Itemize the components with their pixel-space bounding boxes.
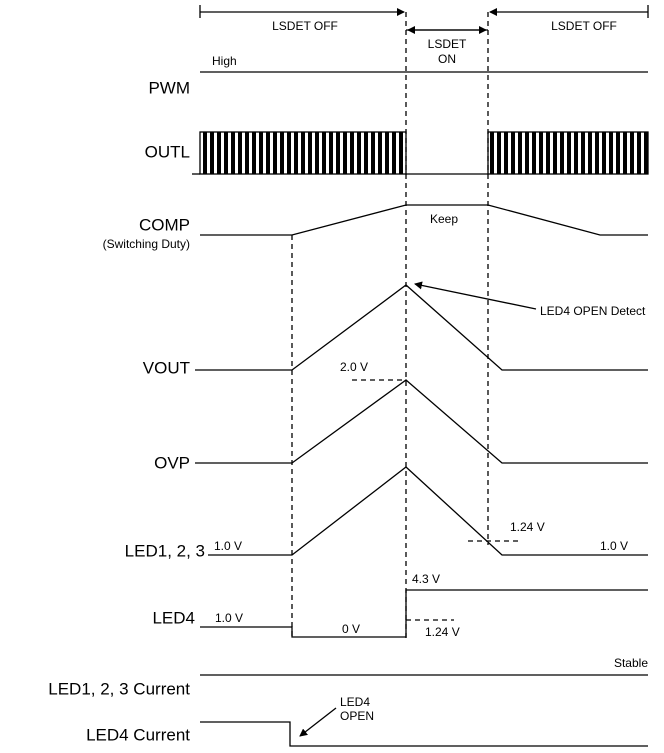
annotation: 4.3 V	[412, 572, 440, 586]
phase-label: LSDET	[428, 37, 467, 51]
led123-wave	[208, 466, 648, 556]
ovp-wave	[195, 379, 648, 464]
annotation: 1.24 V	[425, 625, 460, 639]
signal-label: PWM	[148, 78, 190, 97]
annotation-arrow	[414, 281, 537, 310]
signal-label: VOUT	[143, 358, 190, 377]
phase-label: ON	[438, 52, 456, 66]
annotation: LED4	[340, 695, 370, 709]
phase-label: LSDET OFF	[551, 19, 617, 33]
outl-switching	[199, 131, 407, 175]
signal-label: LED4 Current	[86, 725, 190, 744]
signal-label: OVP	[154, 453, 190, 472]
signal-label: COMP	[139, 215, 190, 234]
phase-markers: LSDET OFF LSDET ON LSDET OFF	[199, 5, 649, 66]
annotation: Stable	[614, 656, 648, 670]
signal-sublabel: (Switching Duty)	[103, 237, 190, 251]
annotation: OPEN	[340, 709, 374, 723]
annotation: 0 V	[342, 622, 360, 636]
phase-label: LSDET OFF	[272, 19, 338, 33]
annotation: High	[212, 54, 237, 68]
annotation: 2.0 V	[340, 360, 368, 374]
led4-current-wave	[200, 721, 648, 747]
signal-label: OUTL	[145, 142, 190, 161]
annotation: 1.0 V	[214, 539, 242, 553]
annotation: 1.0 V	[600, 539, 628, 553]
annotation-arrow	[299, 707, 337, 737]
vout-wave	[195, 284, 648, 371]
signal-label: LED1, 2, 3 Current	[48, 679, 190, 698]
outl-switching	[487, 131, 649, 175]
annotation: 1.24 V	[510, 520, 545, 534]
annotation: LED4 OPEN Detect	[540, 304, 646, 318]
signal-label: LED4	[152, 608, 195, 627]
led4-wave	[200, 589, 648, 638]
comp-wave	[200, 204, 648, 236]
annotation: Keep	[430, 212, 458, 226]
signal-label: LED1, 2, 3	[125, 541, 205, 560]
annotation: 1.0 V	[215, 611, 243, 625]
